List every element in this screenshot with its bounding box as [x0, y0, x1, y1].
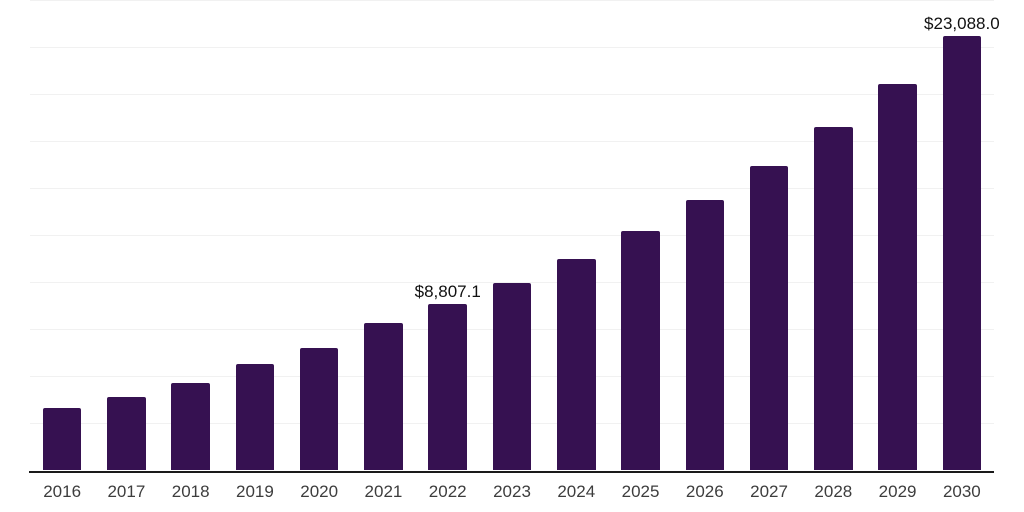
x-tick-label-2017: 2017: [107, 482, 146, 501]
bar-2027: [749, 166, 789, 470]
bar-2017: [107, 396, 146, 470]
bar-2024: [556, 259, 596, 470]
x-tick-label-2018: 2018: [171, 482, 210, 501]
x-tick-label-2028: 2028: [814, 482, 853, 501]
x-tick-label-2020: 2020: [300, 482, 339, 501]
bar-value-label-2022: $8,807.1: [414, 282, 481, 302]
bar-2022: [428, 304, 468, 470]
x-tick-label-2025: 2025: [621, 482, 660, 501]
bar-2029: [878, 84, 917, 470]
bar-2020: [299, 348, 339, 470]
x-tick-label-2019: 2019: [236, 482, 274, 501]
x-tick-label-2023: 2023: [493, 482, 531, 501]
x-axis-line: [29, 471, 994, 473]
bar-2030: [942, 35, 982, 470]
gridline: [30, 0, 994, 1]
x-tick-label-2030: 2030: [942, 482, 981, 501]
x-tick-label-2024: 2024: [557, 482, 596, 501]
gridline: [30, 141, 994, 142]
bar-2018: [171, 383, 210, 470]
gridline: [30, 282, 994, 283]
x-tick-label-2027: 2027: [750, 482, 788, 501]
gridline: [30, 47, 994, 48]
gridline: [30, 235, 994, 236]
gridline: [30, 94, 994, 95]
gridline: [30, 188, 994, 189]
bar-value-label-2030: $23,088.0: [924, 13, 1000, 33]
x-tick-label-2022: 2022: [428, 482, 467, 501]
bar-2028: [814, 127, 853, 470]
bar-2019: [235, 363, 275, 470]
x-tick-label-2016: 2016: [43, 482, 82, 501]
bar-2023: [492, 283, 532, 470]
plot-area: [30, 0, 994, 470]
x-tick-label-2026: 2026: [685, 482, 724, 501]
x-tick-label-2021: 2021: [364, 482, 403, 501]
bar-2016: [42, 407, 82, 470]
bar-2025: [621, 231, 660, 470]
bar-2021: [364, 323, 403, 470]
x-tick-label-2029: 2029: [878, 482, 917, 501]
bar-2026: [685, 200, 725, 470]
